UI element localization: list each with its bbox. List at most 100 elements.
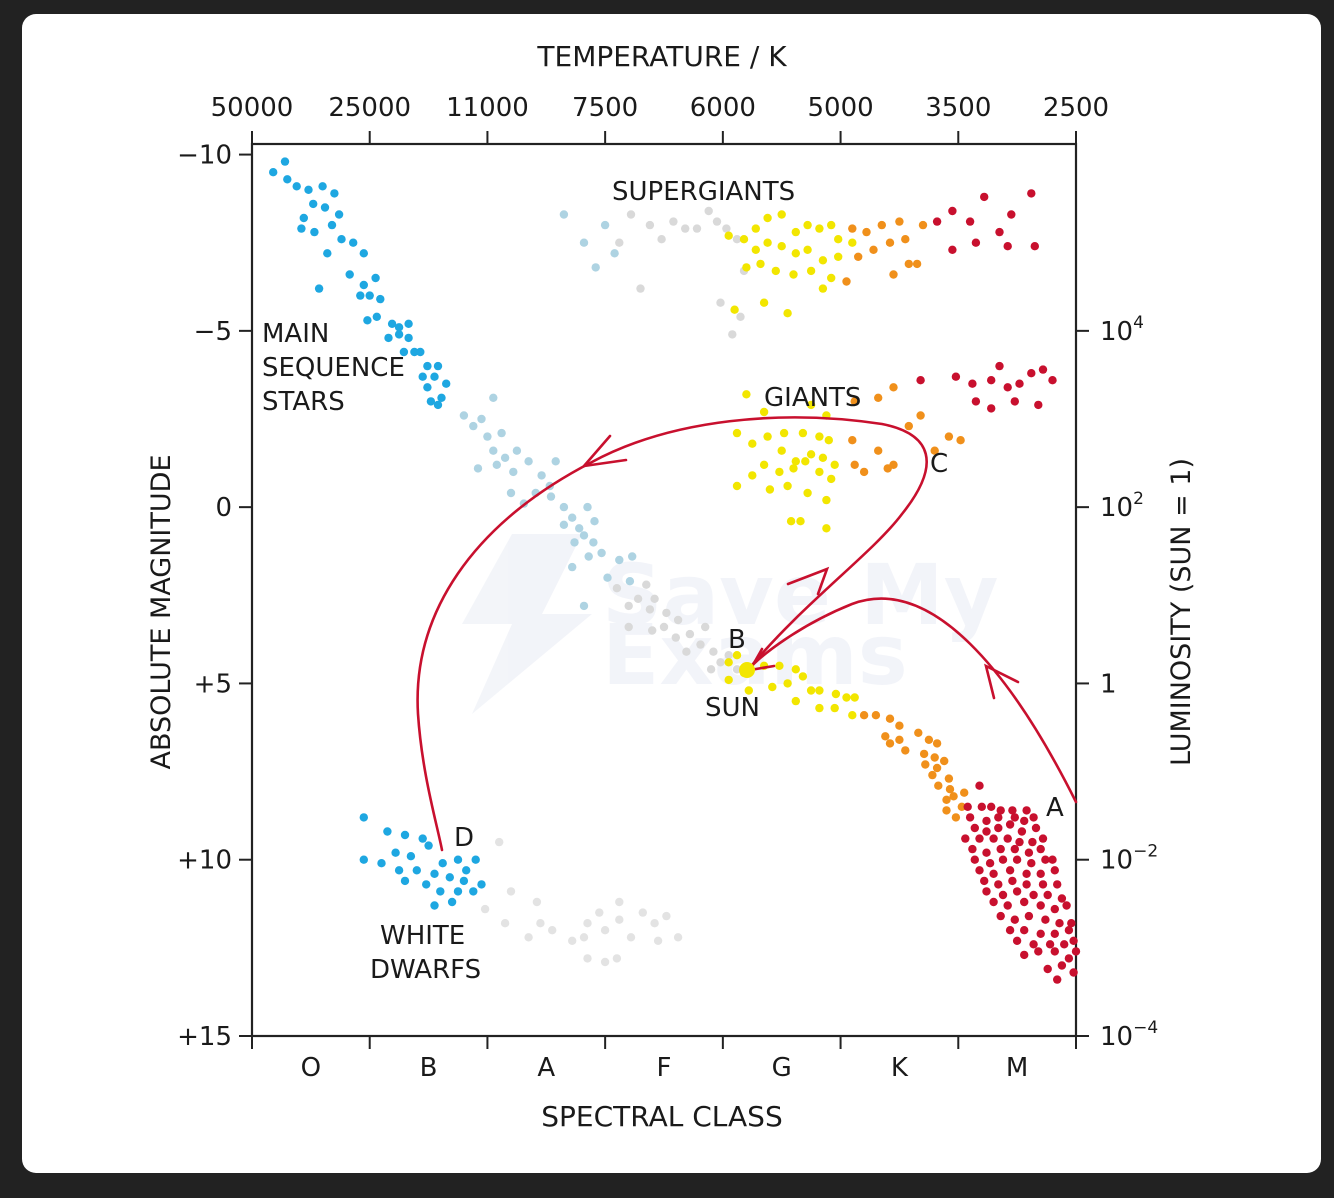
- star-point: [949, 792, 958, 801]
- star-point: [798, 672, 808, 681]
- star-point: [971, 397, 981, 406]
- star-point: [709, 647, 718, 656]
- star-point: [982, 887, 991, 896]
- star-point: [469, 887, 478, 896]
- star-point: [412, 866, 421, 875]
- star-point: [595, 908, 604, 917]
- left-tick-label: −10: [177, 141, 232, 171]
- star-point: [1048, 376, 1057, 385]
- star-point: [848, 224, 857, 233]
- star-point: [410, 347, 419, 357]
- star-point: [789, 270, 798, 279]
- star-point: [394, 323, 404, 332]
- left-tick-label: 0: [215, 493, 232, 523]
- star-point: [1036, 901, 1045, 910]
- region-labels: MAIN SEQUENCE STARS SUPERGIANTS GIANTS W…: [262, 177, 1064, 985]
- track-b-to-c: [416, 416, 928, 852]
- star-point: [801, 457, 810, 466]
- star-point: [365, 291, 374, 300]
- star-point: [509, 467, 518, 477]
- star-point: [751, 245, 760, 254]
- star-point: [418, 372, 427, 381]
- star-point: [1057, 894, 1067, 903]
- star-point: [473, 464, 483, 473]
- star-point: [885, 238, 895, 247]
- star-point: [430, 901, 439, 910]
- star-point: [1010, 915, 1019, 924]
- star-point: [320, 203, 330, 212]
- star-point: [682, 647, 691, 656]
- star-point: [1007, 210, 1016, 219]
- star-point: [626, 210, 636, 219]
- star-point: [1003, 383, 1012, 392]
- star-point: [477, 880, 486, 889]
- star-point: [648, 626, 657, 635]
- spectral-class-label: A: [537, 1053, 555, 1083]
- star-point: [671, 633, 680, 642]
- star-point: [944, 432, 954, 441]
- star-point: [1003, 834, 1012, 843]
- series-group: [842, 217, 928, 286]
- star-point: [921, 760, 930, 769]
- spectral-class-label: G: [772, 1053, 792, 1083]
- label-main-sequence-1: MAIN: [262, 319, 329, 349]
- series-group: [732, 390, 839, 533]
- star-point: [803, 488, 812, 498]
- star-point: [304, 185, 313, 194]
- star-point: [815, 703, 824, 713]
- star-point: [447, 897, 457, 907]
- top-tick-label: 7500: [572, 93, 638, 123]
- star-point: [579, 601, 589, 611]
- star-point: [633, 594, 643, 603]
- right-tick-label: 104: [1100, 313, 1144, 347]
- left-tick-label: +15: [177, 1022, 232, 1052]
- star-point: [1053, 880, 1062, 889]
- star-point: [916, 376, 925, 385]
- hr-diagram: Save My Exams TEMPERATURE / K SPECTRAL C…: [146, 40, 1197, 1133]
- star-point: [1034, 947, 1043, 956]
- star-point: [815, 224, 824, 233]
- star-point: [559, 502, 569, 512]
- star-point: [862, 227, 871, 237]
- star-point: [739, 235, 749, 244]
- star-point: [626, 933, 636, 942]
- star-point: [653, 936, 663, 945]
- star-point: [638, 908, 647, 917]
- star-point: [436, 887, 445, 896]
- star-point: [948, 245, 957, 254]
- figure-card: Save My Exams TEMPERATURE / K SPECTRAL C…: [22, 14, 1321, 1173]
- star-points: [269, 157, 1081, 984]
- star-point: [716, 658, 725, 667]
- star-point: [859, 711, 869, 720]
- spectral-class-label: K: [891, 1053, 909, 1083]
- star-point: [430, 372, 439, 381]
- star-point: [433, 361, 443, 371]
- star-point: [673, 933, 683, 942]
- star-point: [932, 739, 942, 748]
- star-point: [546, 492, 556, 501]
- top-tick-label: 11000: [446, 93, 529, 123]
- star-point: [1036, 844, 1045, 854]
- star-point: [384, 333, 393, 343]
- star-point: [724, 231, 733, 240]
- star-point: [791, 696, 800, 706]
- star-point: [483, 432, 492, 441]
- star-point: [748, 471, 757, 480]
- axis-ticks: 50000 25000 11000 7500 6000 5000 3500 2500 O B A F G…: [177, 93, 1158, 1083]
- star-point: [742, 390, 751, 399]
- spectral-class-label: O: [301, 1053, 321, 1083]
- star-point: [692, 224, 702, 233]
- star-point: [624, 622, 633, 632]
- series-group: [724, 651, 859, 720]
- star-point: [453, 855, 463, 864]
- star-point: [657, 235, 666, 244]
- star-point: [1029, 813, 1038, 822]
- star-point: [462, 866, 471, 875]
- star-point: [877, 220, 886, 230]
- star-point: [957, 802, 966, 811]
- star-point: [400, 876, 410, 886]
- star-point: [960, 788, 969, 797]
- star-point: [724, 658, 733, 667]
- series-group: [859, 711, 969, 822]
- star-point: [803, 220, 812, 230]
